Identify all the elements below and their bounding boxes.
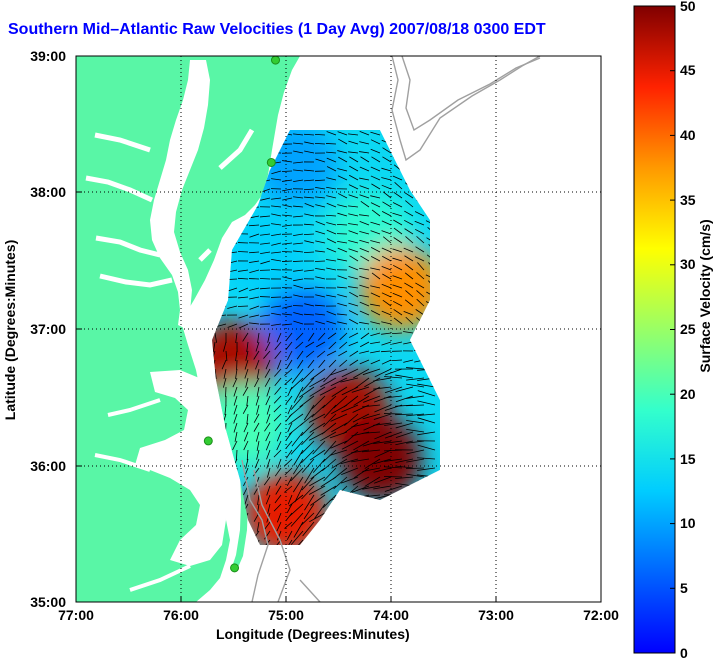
y-axis-label: Latitude (Degrees:Minutes) [2,240,18,420]
x-tick-label: 72:00 [571,607,631,623]
colorbar-tick-label: 30 [680,256,696,272]
radar-station-marker [231,564,239,572]
y-tick-label: 36:00 [18,458,66,474]
y-tick-label: 37:00 [18,321,66,337]
velocity-arrow [315,261,325,262]
radar-station-marker [272,56,280,64]
map-title: Southern Mid–Atlantic Raw Velocities (1 … [8,20,546,40]
x-tick-label: 76:00 [151,607,211,623]
y-tick-label: 38:00 [18,184,66,200]
velocity-arrow [238,251,248,252]
colorbar-tick-label: 5 [680,580,688,596]
velocity-arrow [293,261,303,262]
radar-station-marker [267,158,275,166]
velocity-arrow [282,261,292,262]
colorbar-tick-label: 10 [680,515,696,531]
x-tick-label: 75:00 [256,607,316,623]
velocity-arrow [271,269,281,270]
colorbar-tick-label: 40 [680,127,696,143]
colorbar-tick-label: 45 [680,62,696,78]
x-axis-label: Longitude (Degrees:Minutes) [216,625,410,643]
colorbar-label: Surface Velocity (cm/s) [697,219,713,372]
radar-station-marker [204,437,212,445]
colorbar-tick-label: 15 [680,451,696,467]
colorbar [634,6,675,653]
x-tick-label: 73:00 [466,607,526,623]
colorbar-tick-label: 25 [680,321,696,337]
colorbar-tick-label: 20 [680,386,696,402]
velocity-arrow [326,143,336,144]
colorbar-tick-label: 35 [680,192,696,208]
velocity-arrow [282,251,292,252]
colorbar-tick-label: 50 [680,0,696,14]
y-tick-label: 39:00 [18,48,66,64]
x-tick-label: 77:00 [46,607,106,623]
x-tick-label: 74:00 [361,607,421,623]
